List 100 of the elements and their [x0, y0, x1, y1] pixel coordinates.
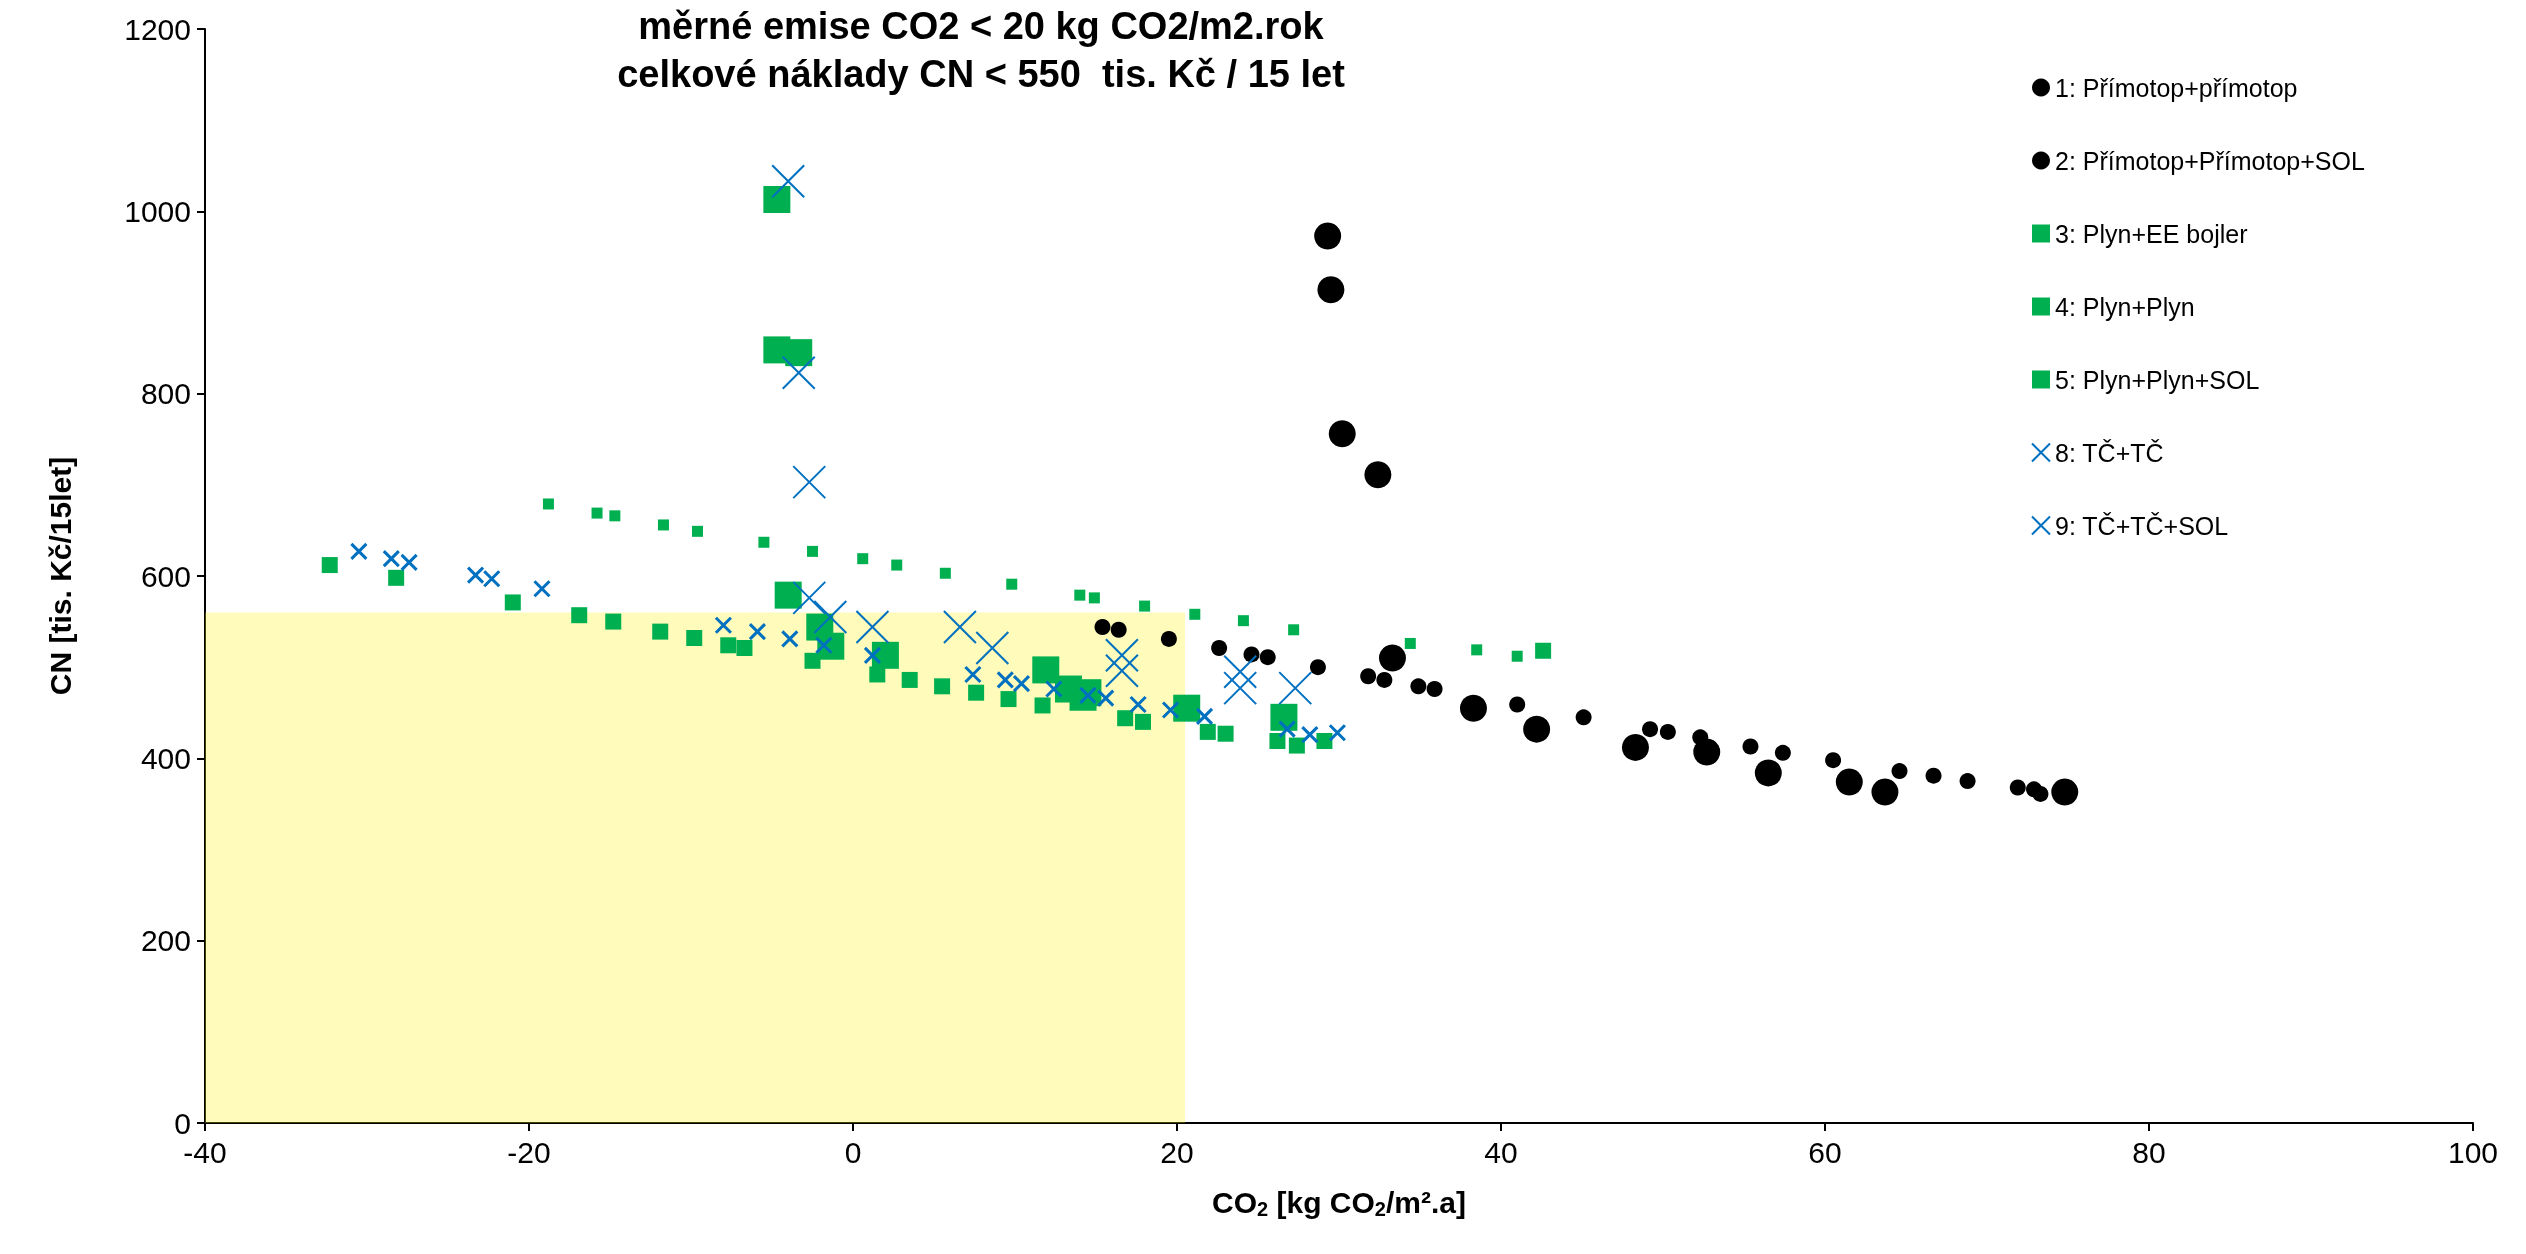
- x-tick-label: 20: [1160, 1135, 1194, 1169]
- point: [1160, 630, 1177, 647]
- point: [1742, 738, 1759, 755]
- point: [1754, 759, 1782, 787]
- point: [1195, 707, 1214, 726]
- point: [942, 610, 977, 645]
- point: [748, 622, 767, 641]
- point: [1774, 744, 1791, 761]
- point: [1328, 723, 1347, 742]
- point: [1104, 653, 1139, 688]
- point: [1511, 650, 1523, 662]
- y-tick-label: 1000: [124, 194, 191, 228]
- point: [785, 339, 813, 367]
- point: [1199, 723, 1216, 740]
- point: [1173, 694, 1201, 722]
- point: [571, 607, 588, 624]
- legend-label: 9: TČ+TČ+SOL: [2055, 511, 2229, 540]
- point: [1535, 642, 1552, 659]
- point: [1317, 276, 1345, 304]
- x-tick-label: -20: [507, 1135, 551, 1169]
- point: [1410, 678, 1427, 695]
- point: [349, 542, 368, 561]
- point: [1835, 768, 1863, 796]
- point: [1094, 619, 1111, 636]
- point: [901, 671, 918, 688]
- point: [1378, 644, 1406, 672]
- point: [792, 580, 827, 615]
- point: [774, 581, 802, 609]
- point: [1426, 681, 1443, 698]
- point: [1278, 720, 1297, 739]
- point: [771, 164, 806, 199]
- x-tick-label: 80: [2132, 1135, 2166, 1169]
- point: [1364, 461, 1392, 489]
- point: [781, 355, 816, 390]
- point: [652, 623, 669, 640]
- point: [1012, 674, 1031, 693]
- point: [871, 641, 899, 669]
- point: [1825, 752, 1842, 769]
- point: [1032, 656, 1060, 684]
- point: [591, 507, 603, 519]
- point: [1360, 668, 1377, 685]
- point: [807, 545, 818, 557]
- point: [792, 465, 827, 500]
- point: [1891, 763, 1908, 780]
- point: [1139, 600, 1151, 612]
- x-tick-label: 60: [1808, 1135, 1842, 1169]
- legend-label: 5: Plyn+Plyn+SOL: [2055, 365, 2260, 394]
- point: [934, 678, 951, 695]
- point: [1509, 696, 1526, 713]
- point: [1104, 638, 1139, 673]
- point: [1161, 701, 1180, 720]
- point: [1523, 715, 1551, 743]
- point: [780, 629, 799, 648]
- point: [863, 646, 882, 665]
- point: [1693, 738, 1721, 766]
- y-tick-label: 200: [140, 924, 191, 958]
- point: [1217, 725, 1234, 742]
- point: [382, 549, 401, 568]
- point: [1269, 733, 1286, 750]
- legend-label: 4: Plyn+Plyn: [2055, 292, 2195, 321]
- point: [321, 557, 338, 574]
- point: [1288, 624, 1300, 636]
- point: [855, 610, 890, 645]
- point: [1309, 659, 1326, 676]
- point: [482, 569, 501, 588]
- point: [400, 553, 419, 572]
- point: [1000, 691, 1017, 708]
- point: [736, 640, 753, 657]
- x-tick-label: 40: [1484, 1135, 1518, 1169]
- y-tick-label: 800: [140, 377, 191, 411]
- point: [1300, 725, 1319, 744]
- point: [2032, 785, 2049, 802]
- point: [691, 525, 703, 537]
- point: [2009, 779, 2026, 796]
- point: [975, 631, 1010, 666]
- legend-label: 1: Přímotop+přímotop: [2055, 73, 2298, 102]
- point: [1211, 640, 1228, 657]
- y-tick-label: 600: [140, 559, 191, 593]
- point: [1129, 695, 1148, 714]
- point: [2051, 778, 2079, 806]
- point: [1314, 222, 1342, 250]
- point: [504, 594, 521, 611]
- y-tick-label: 400: [140, 741, 191, 775]
- point: [758, 536, 770, 548]
- point: [1376, 671, 1393, 688]
- point: [1959, 773, 1976, 790]
- y-axis-title: CN [tis. Kč/15let]: [43, 456, 77, 696]
- point: [1134, 713, 1151, 730]
- point: [609, 510, 621, 522]
- point: [1117, 710, 1134, 727]
- legend-label: 3: Plyn+EE bojler: [2055, 219, 2248, 248]
- point: [1237, 615, 1249, 627]
- point: [857, 553, 869, 565]
- point: [532, 579, 551, 598]
- point: [466, 566, 485, 585]
- point: [1074, 589, 1086, 601]
- point: [1316, 733, 1333, 750]
- point: [1088, 592, 1100, 604]
- point: [996, 670, 1015, 689]
- point: [1278, 671, 1313, 706]
